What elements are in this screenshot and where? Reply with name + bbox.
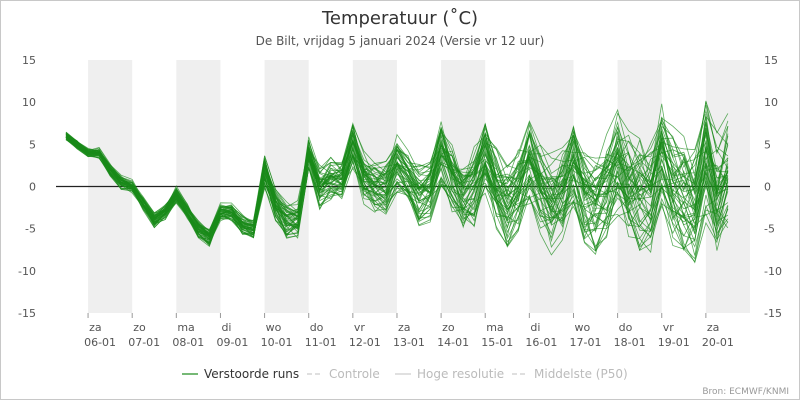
x-tick-day: zo [442,321,455,334]
legend: Verstoorde runs Controle Hoge resolutie Mid… [182,367,628,381]
y-tick-label-right: -15 [764,307,782,320]
y-tick-label-left: -5 [25,223,36,236]
ensemble-member [65,121,729,230]
x-tick-date: 08-01 [172,336,204,349]
x-tick-day: do [619,321,633,334]
x-tick-date: 12-01 [349,336,381,349]
x-tick-date: 07-01 [128,336,160,349]
ensemble-member [65,137,729,252]
y-tick-label-right: 0 [764,181,771,194]
legend-label: Verstoorde runs [204,367,299,381]
legend-item: Middelste (P50) [512,367,628,381]
y-tick-label-left: 5 [29,138,36,151]
x-tick-day: do [310,321,324,334]
y-tick-label-left: -10 [18,265,36,278]
y-axis-right: 15 10 5 0 -5 -10 -15 [764,54,782,320]
x-tick-day: di [530,321,540,334]
ensemble-member [65,132,729,236]
legend-label: Hoge resolutie [417,367,504,381]
x-tick-date: 17-01 [569,336,601,349]
y-tick-label-right: -5 [764,223,775,236]
y-tick-label-left: -15 [18,307,36,320]
x-axis: za 06-01 zo 07-01 ma 08-01 di 09-01 wo 10-01 do 11-… [84,313,734,349]
x-tick-date: 19-01 [658,336,690,349]
legend-item: Controle [307,367,380,381]
credit: Bron: ECMWF/KNMI [702,387,789,397]
y-tick-label-right: 15 [764,54,778,67]
x-tick-day: ma [486,321,503,334]
x-tick-day: za [89,321,102,334]
y-tick-label-left: 0 [29,181,36,194]
ensemble-member [65,135,729,240]
x-tick-date: 10-01 [261,336,293,349]
x-tick-day: za [707,321,720,334]
y-tick-label-right: -10 [764,265,782,278]
ensemble-member [65,138,729,252]
x-tick-date: 11-01 [305,336,337,349]
ensemble-series [65,100,729,264]
x-tick-day: vr [663,321,675,334]
legend-item: Hoge resolutie [395,367,504,381]
y-tick-label-left: 15 [22,54,36,67]
x-tick-day: ma [177,321,194,334]
x-tick-day: wo [266,321,282,334]
ensemble-member [65,132,729,237]
x-tick-date: 18-01 [614,336,646,349]
ensemble-member [65,137,729,252]
chart-subtitle: De Bilt, vrijdag 5 januari 2024 (Versie … [256,34,545,48]
x-tick-day: vr [354,321,366,334]
x-tick-day: za [398,321,411,334]
x-tick-date: 20-01 [702,336,734,349]
legend-label: Middelste (P50) [534,367,628,381]
x-tick-date: 14-01 [437,336,469,349]
x-tick-date: 06-01 [84,336,116,349]
x-tick-date: 13-01 [393,336,425,349]
legend-label: Controle [329,367,380,381]
x-tick-day: zo [133,321,146,334]
x-tick-date: 15-01 [481,336,513,349]
x-tick-date: 16-01 [525,336,557,349]
legend-item: Verstoorde runs [182,367,299,381]
y-tick-label-right: 5 [764,138,771,151]
y-axis-left: 15 10 5 0 -5 -10 -15 [18,54,36,320]
chart-title: Temperatuur (˚C) [321,8,478,29]
x-tick-day: wo [574,321,590,334]
y-tick-label-right: 10 [764,96,778,109]
x-tick-date: 09-01 [216,336,248,349]
ensemble-member [65,117,729,234]
x-tick-day: di [221,321,231,334]
ensemble-member [65,136,729,243]
ensemble-member [65,123,729,233]
y-tick-label-left: 10 [22,96,36,109]
